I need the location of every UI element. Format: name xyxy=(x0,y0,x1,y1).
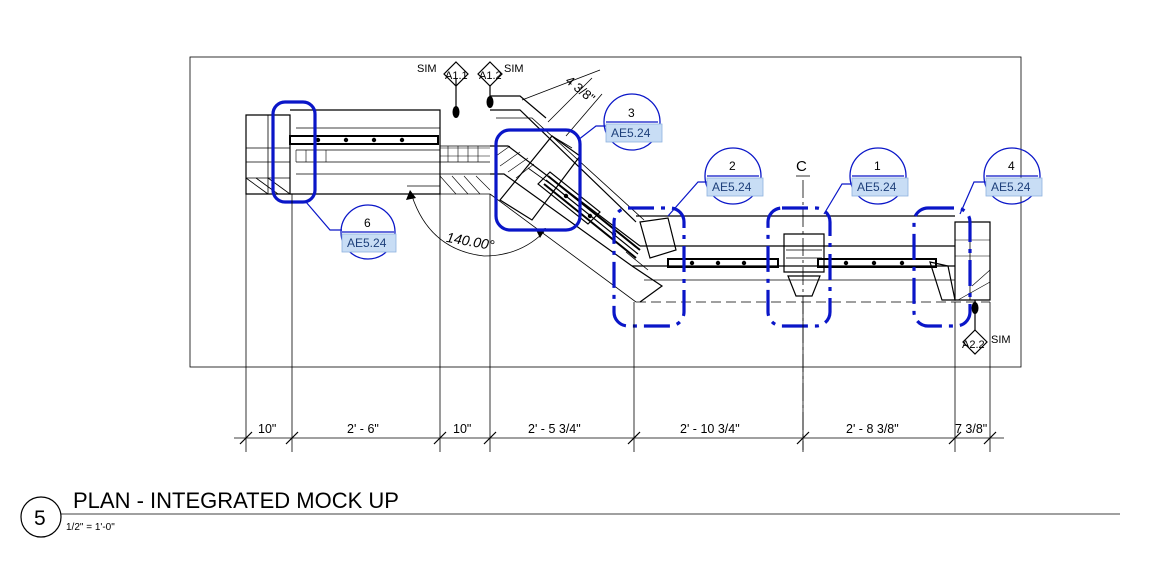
dimension-5: 2' - 10 3/4" xyxy=(680,422,740,436)
view-title-text: PLAN - INTEGRATED MOCK UP xyxy=(73,488,399,513)
dimension-3: 10" xyxy=(453,422,471,436)
callout-1-number: 1 xyxy=(874,159,881,173)
view-scale: 1/2" = 1'-0" xyxy=(66,522,115,533)
callout-4-sheet: AE5.24 xyxy=(991,180,1031,194)
dimension-1: 10" xyxy=(258,422,276,436)
view-number: 5 xyxy=(34,507,46,530)
section-tag-a2-2-id: A2.2 xyxy=(962,339,985,351)
section-tag-a2-2-label: SIM xyxy=(991,334,1011,346)
right-wall-segment xyxy=(626,216,990,302)
section-tag-a1-1-label: SIM xyxy=(417,63,437,75)
callout-4-number: 4 xyxy=(1008,159,1015,173)
section-tag-a1-1-id: A1.1 xyxy=(445,70,468,82)
section-tag-a1-2-label: SIM xyxy=(504,63,524,75)
dimension-7: 7 3/8" xyxy=(955,422,987,436)
callout-2-sheet: AE5.24 xyxy=(712,180,752,194)
callout-3-sheet: AE5.24 xyxy=(611,126,651,140)
angle-dimension: 140.00° xyxy=(406,190,546,256)
detail-callout-6[interactable]: 6 AE5.24 xyxy=(306,202,396,259)
callout-6-sheet: AE5.24 xyxy=(347,236,387,250)
callout-1-sheet: AE5.24 xyxy=(857,180,897,194)
dimension-2: 2' - 6" xyxy=(347,422,379,436)
callout-3-number: 3 xyxy=(628,106,635,120)
dimension-6: 2' - 8 3/8" xyxy=(846,422,899,436)
angle-label: 140.00° xyxy=(445,229,496,253)
section-tag-a1-2-id: A1.2 xyxy=(479,70,502,82)
view-title: 5 PLAN - INTEGRATED MOCK UP 1/2" = 1'-0" xyxy=(21,488,1120,537)
dimension-4: 2' - 5 3/4" xyxy=(528,422,581,436)
cloud-6 xyxy=(273,102,315,202)
left-wall-segment xyxy=(246,110,490,194)
callout-6-number: 6 xyxy=(364,216,371,230)
detail-callout-2[interactable]: 2 AE5.24 xyxy=(668,148,763,216)
detail-callout-4[interactable]: 4 AE5.24 xyxy=(960,148,1042,214)
centerline-symbol: C xyxy=(796,158,807,175)
callout-2-number: 2 xyxy=(729,159,736,173)
angled-dimension: 4 3/8" xyxy=(522,70,602,136)
detail-callout-1[interactable]: 1 AE5.24 xyxy=(824,148,908,214)
